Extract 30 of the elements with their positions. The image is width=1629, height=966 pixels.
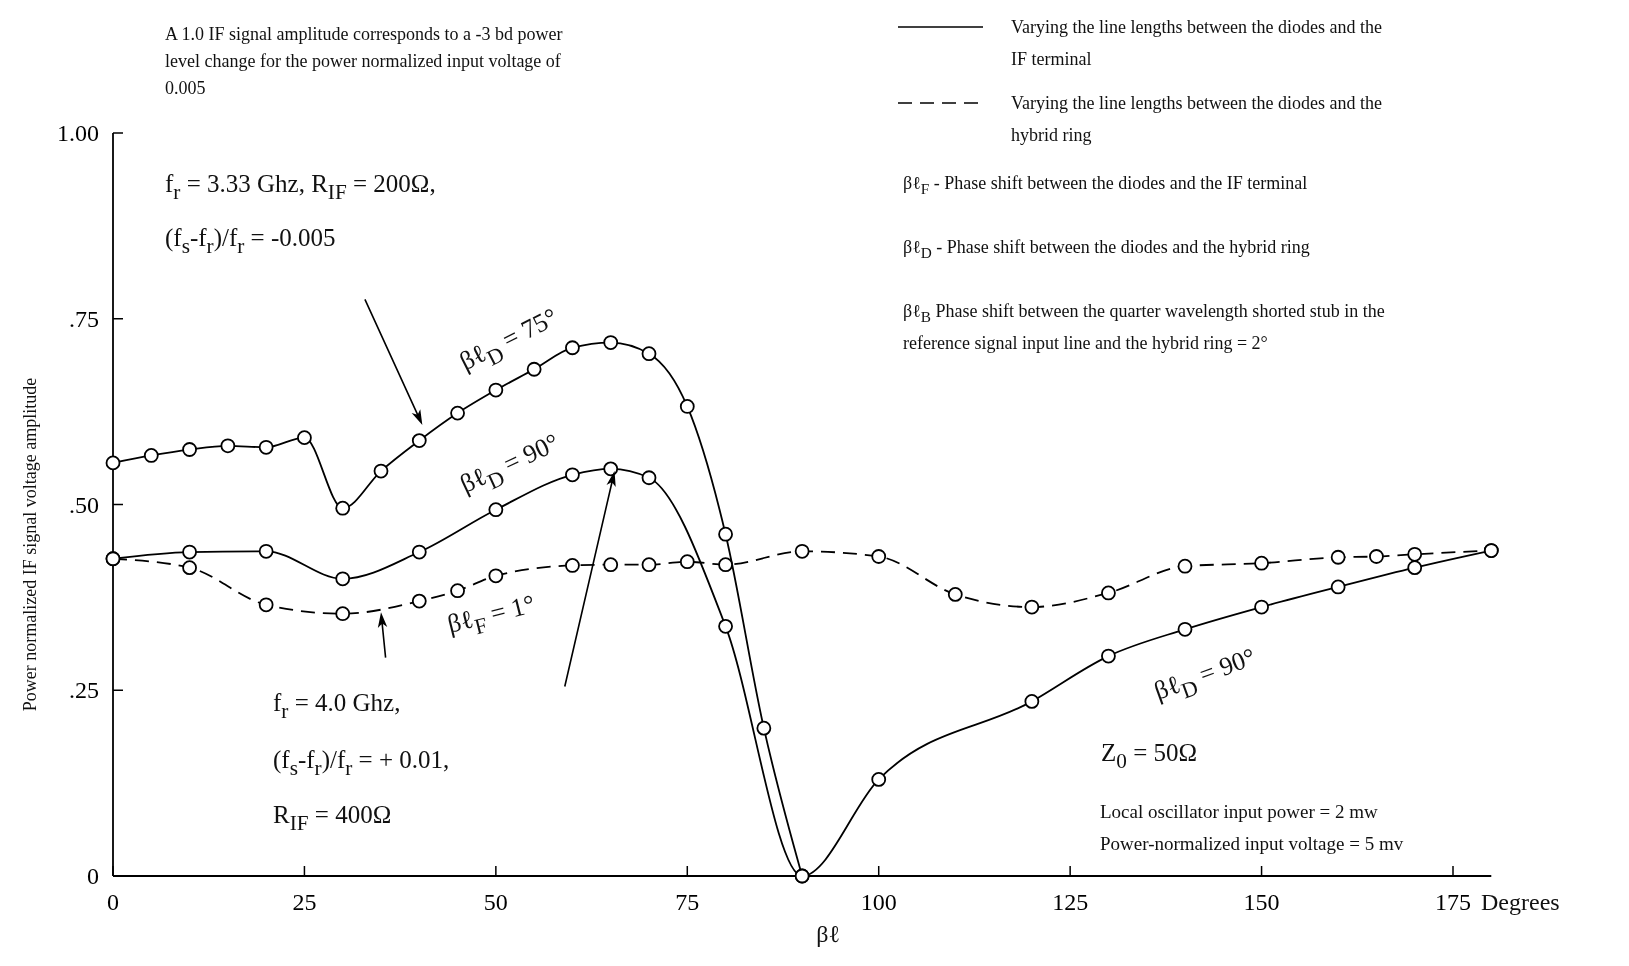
x-tick-label: 125 xyxy=(1052,889,1089,915)
x-tick-label: 50 xyxy=(483,889,508,915)
y-tick-label: .25 xyxy=(69,677,99,704)
x-tick-label: 175 xyxy=(1435,889,1471,915)
annotation: Z$_{0}$ = 50Ω xyxy=(1101,739,1198,774)
y-tick-label: .50 xyxy=(69,491,99,518)
text: A 1.0 IF signal amplitude corresponds to a -3 bd power level change for the power normalized input voltage of 0.005 xyxy=(165,24,563,98)
annotation: βℓ$_{B}$ Phase shift between the quarter wavelength shorted stub in the reference signal input line and the hybrid ring = 2° xyxy=(903,301,1385,353)
x-tick-label: 75 xyxy=(675,889,700,915)
y-tick-label: 0 xyxy=(87,863,99,889)
x-axis-title: βℓ xyxy=(816,921,840,947)
text: Varying the line lengths between the diodes and the IF terminal xyxy=(1011,17,1382,69)
x-tick-label: 150 xyxy=(1243,889,1280,915)
annotation: Local oscillator input power = 2 mw xyxy=(1100,801,1378,822)
text: Degrees xyxy=(1481,889,1560,915)
y-axis-title: Power normalized IF signal voltage amplitude xyxy=(20,377,40,712)
annotation: (f$_{s}$-f$_{r}$)/f$_{r}$ = -0.005 xyxy=(165,224,336,259)
x-tick-label: 0 xyxy=(107,889,119,915)
annotation: R$_{IF}$ = 400Ω xyxy=(273,801,392,836)
x-tick-label: 100 xyxy=(860,889,897,915)
annotation: Varying the line lengths between the diodes and the hybrid ring xyxy=(1011,93,1382,145)
annotation: Power-normalized input voltage = 5 mv xyxy=(1100,833,1404,854)
y-tick-label: .75 xyxy=(69,305,99,332)
annotation: (f$_{s}$-f$_{r}$)/f$_{r}$ = + 0.01, xyxy=(273,746,450,781)
annotation: f$_{r}$ = 3.33 Ghz, R$_{IF}$ = 200Ω, xyxy=(165,170,436,205)
annotation: f$_{r}$ = 4.0 Ghz, xyxy=(273,689,401,724)
x-tick-label: 25 xyxy=(292,889,317,915)
annotation: βℓ$_{D}$ - Phase shift between the diodes and the hybrid ring xyxy=(903,237,1310,262)
y-tick-label: 1.00 xyxy=(57,120,99,146)
annotation: βℓ$_{F}$ - Phase shift between the diodes and the IF terminal xyxy=(903,173,1308,198)
